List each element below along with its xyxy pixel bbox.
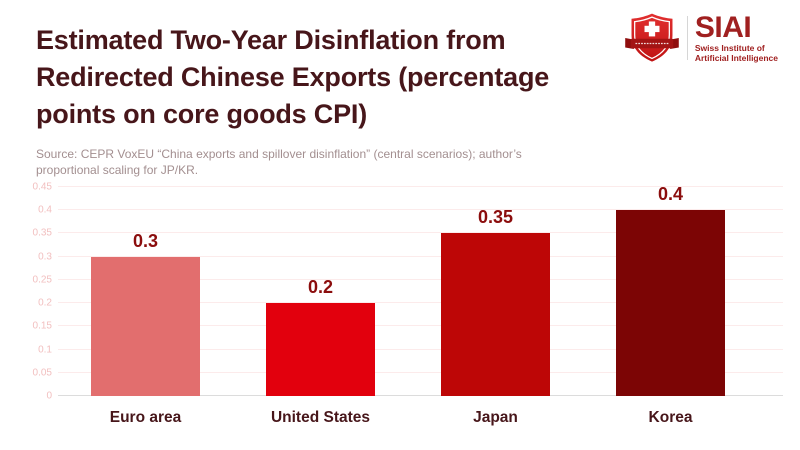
- bar-united-states: [266, 303, 375, 396]
- logo-text: SIAI Swiss Institute of Artificial Intel…: [694, 11, 778, 64]
- x-label-japan: Japan: [473, 409, 518, 426]
- gridline: [58, 255, 783, 257]
- x-label-united-states: United States: [270, 409, 371, 426]
- value-label-united-states: 0.2: [307, 277, 334, 298]
- x-axis-baseline: [58, 395, 783, 396]
- y-tick-label: 0: [46, 390, 52, 402]
- logo-subtitle-line-1: Swiss Institute of: [694, 43, 765, 53]
- bar-euro-area: [91, 256, 200, 396]
- source-note: Source: CEPR VoxEU “China exports and sp…: [36, 146, 522, 178]
- y-tick-label: 0.15: [32, 320, 52, 332]
- title-line-1: Estimated Two-Year Disinflation from: [36, 25, 506, 55]
- y-tick-label: 0.1: [38, 344, 52, 356]
- source-line-2: proportional scaling for JP/KR.: [36, 163, 199, 177]
- gridline: [58, 371, 783, 373]
- source-line-1: Source: CEPR VoxEU “China exports and sp…: [36, 147, 522, 161]
- x-label-korea: Korea: [648, 409, 693, 426]
- gridline: [58, 325, 783, 327]
- y-tick-label: 0.05: [32, 367, 52, 379]
- value-label-euro-area: 0.3: [132, 230, 159, 251]
- gridline: [58, 232, 783, 234]
- bar-japan: [441, 233, 550, 396]
- y-tick-label: 0.25: [32, 274, 52, 286]
- gridline: [58, 348, 783, 350]
- value-label-japan: 0.35: [477, 207, 514, 228]
- gridline: [58, 209, 783, 211]
- page-title: Estimated Two-Year Disinflation from Red…: [36, 22, 636, 133]
- logo-acronym: SIAI: [694, 11, 752, 44]
- y-tick-label: 0.3: [38, 251, 52, 263]
- gridline: [58, 186, 783, 187]
- bar-chart-plot-area: 0 0.05 0.1 0.15 0.2 0.25 0.3 0.35 0.4 0.45 0.3 Euro…: [33, 182, 783, 426]
- logo-divider: [686, 16, 688, 60]
- y-tick-label: 0.2: [38, 297, 52, 309]
- value-label-korea: 0.4: [657, 184, 684, 205]
- title-line-3: points on core goods CPI): [36, 99, 367, 129]
- x-label-euro-area: Euro area: [109, 409, 182, 426]
- title-line-2: Redirected Chinese Exports (percentage: [36, 62, 550, 92]
- siai-logo: SIAI Swiss Institute of Artificial Intel…: [624, 12, 778, 64]
- swiss-shield-cross-ribbon-icon: [625, 13, 679, 62]
- bar-korea: [616, 210, 725, 396]
- gridline: [58, 278, 783, 280]
- logo-subtitle-line-2: Artificial Intelligence: [694, 53, 778, 63]
- y-tick-label: 0.35: [32, 227, 52, 239]
- gridline: [58, 302, 783, 304]
- y-tick-label: 0.45: [32, 181, 52, 193]
- y-tick-label: 0.4: [38, 204, 52, 216]
